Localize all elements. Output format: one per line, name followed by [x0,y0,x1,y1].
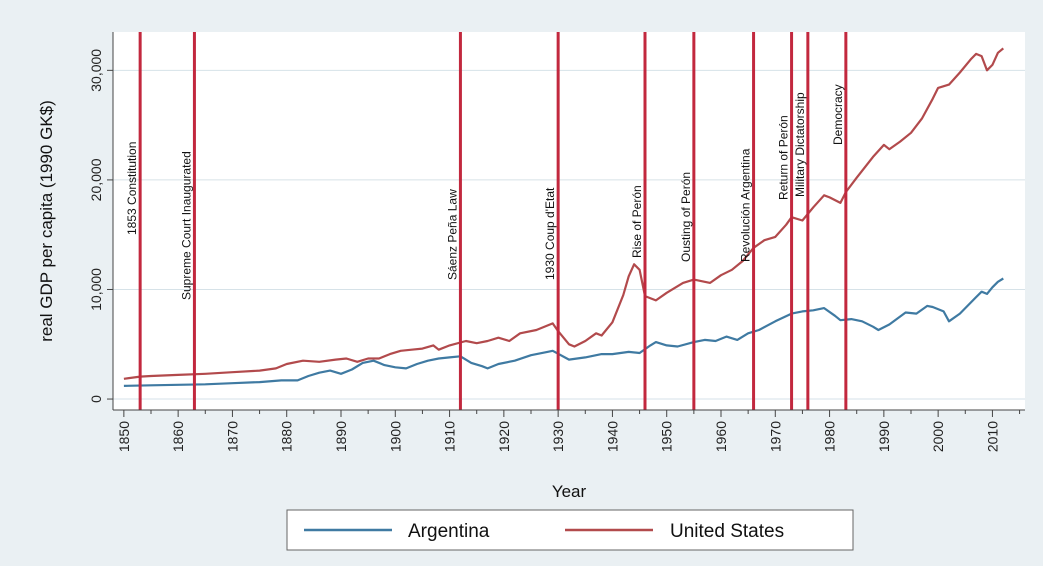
x-tick-label: 1960 [713,421,729,452]
x-tick-label: 1890 [333,421,349,452]
y-ticks: 0 10,000 20,000 30,000 [88,49,113,403]
series-line-united-states [123,47,1004,380]
event-label: 1853 Constitution [125,142,139,235]
axes [112,32,1025,411]
x-tick-label: 1920 [496,421,512,452]
event-label: Return of Perón [777,115,791,200]
event-label: Revolución Argentina [739,148,753,262]
x-axis-title: Year [552,482,587,501]
x-tick-label: 1930 [550,421,566,452]
event-label: 1930 Coup d'Etat [543,187,557,280]
y-axis-title: real GDP per capita (1990 GK$) [37,100,56,342]
event-label: Supreme Court Inaugurated [179,151,193,300]
legend-label-united-states: United States [670,521,784,542]
x-tick-label: 1950 [659,421,675,452]
y-tick-label: 0 [88,395,104,403]
x-tick-label: 1940 [604,421,620,452]
x-ticks: 1850 1860 1870 1880 1890 1900 1910 1920 1930 1940… [116,410,1021,452]
x-tick-label: 1990 [876,421,892,452]
x-tick-label: 1880 [279,421,295,452]
event-label: Military Dictatorship [793,92,807,197]
x-tick-label: 2000 [930,421,946,452]
event-markers: 1853 Constitution Supreme Court Inaugurat… [125,32,848,410]
grid-lines [113,69,1025,400]
legend-label-argentina: Argentina [408,521,490,542]
event-label: Sáenz Peña Law [445,189,459,280]
x-tick-label: 2010 [984,421,1000,452]
y-tick-label: 20,000 [88,158,104,201]
y-tick-label: 30,000 [88,49,104,92]
x-tick-label: 1870 [224,421,240,452]
x-tick-label: 1900 [387,421,403,452]
x-tick-label: 1860 [170,421,186,452]
x-tick-label: 1850 [116,421,132,452]
y-tick-label: 10,000 [88,268,104,311]
x-tick-label: 1980 [822,421,838,452]
event-label: Democracy [831,84,845,145]
legend: Argentina United States [286,509,854,551]
x-tick-label: 1970 [767,421,783,452]
x-tick-label: 1910 [442,421,458,452]
plot-area [113,32,1025,410]
event-label: Ousting of Perón [679,172,693,262]
event-label: Rise of Perón [630,185,644,258]
